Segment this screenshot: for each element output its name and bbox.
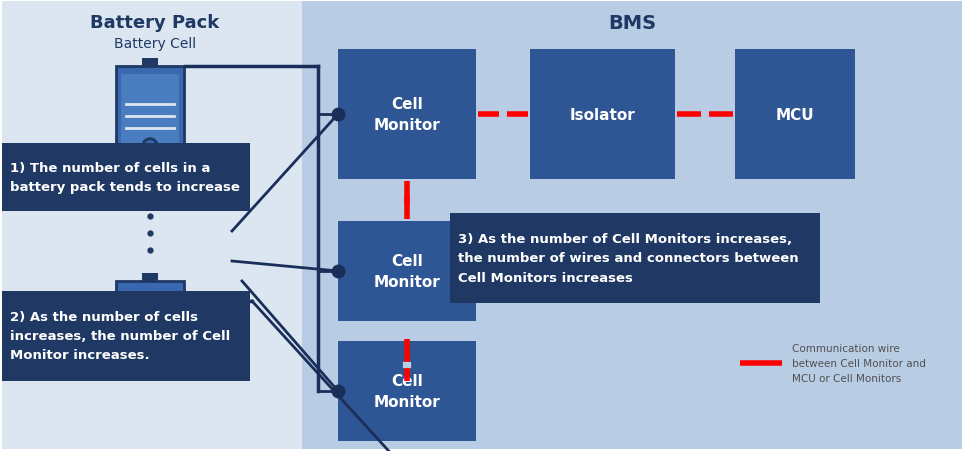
FancyBboxPatch shape: [302, 2, 962, 449]
Text: Communication wire
between Cell Monitor and
MCU or Cell Monitors: Communication wire between Cell Monitor …: [792, 344, 925, 383]
Text: BMS: BMS: [608, 14, 656, 33]
Text: Battery Pack: Battery Pack: [91, 14, 220, 32]
Text: 3) As the number of Cell Monitors increases,
the number of wires and connectors : 3) As the number of Cell Monitors increa…: [458, 233, 799, 284]
FancyBboxPatch shape: [116, 67, 184, 166]
FancyBboxPatch shape: [116, 281, 184, 361]
Text: 2) As the number of cells
increases, the number of Cell
Monitor increases.: 2) As the number of cells increases, the…: [10, 311, 231, 362]
Circle shape: [142, 323, 158, 339]
FancyBboxPatch shape: [530, 50, 675, 179]
Text: 1) The number of cells in a
battery pack tends to increase: 1) The number of cells in a battery pack…: [10, 161, 240, 193]
FancyBboxPatch shape: [450, 213, 820, 304]
FancyBboxPatch shape: [338, 50, 476, 179]
Text: Cell
Monitor: Cell Monitor: [373, 373, 440, 409]
Circle shape: [145, 142, 155, 152]
FancyBboxPatch shape: [142, 273, 158, 281]
Text: Cell
Monitor: Cell Monitor: [373, 97, 440, 133]
Text: Isolator: Isolator: [569, 107, 635, 122]
Circle shape: [142, 139, 158, 155]
FancyBboxPatch shape: [2, 2, 302, 449]
FancyBboxPatch shape: [121, 75, 179, 159]
Text: MCU: MCU: [776, 107, 814, 122]
FancyBboxPatch shape: [338, 341, 476, 441]
Text: Battery Cell: Battery Cell: [114, 37, 196, 51]
FancyBboxPatch shape: [2, 144, 250, 212]
FancyBboxPatch shape: [2, 291, 250, 381]
FancyBboxPatch shape: [121, 293, 179, 353]
Circle shape: [145, 326, 155, 336]
FancyBboxPatch shape: [338, 221, 476, 321]
Text: Cell
Monitor: Cell Monitor: [373, 253, 440, 290]
FancyBboxPatch shape: [735, 50, 855, 179]
FancyBboxPatch shape: [142, 59, 158, 67]
